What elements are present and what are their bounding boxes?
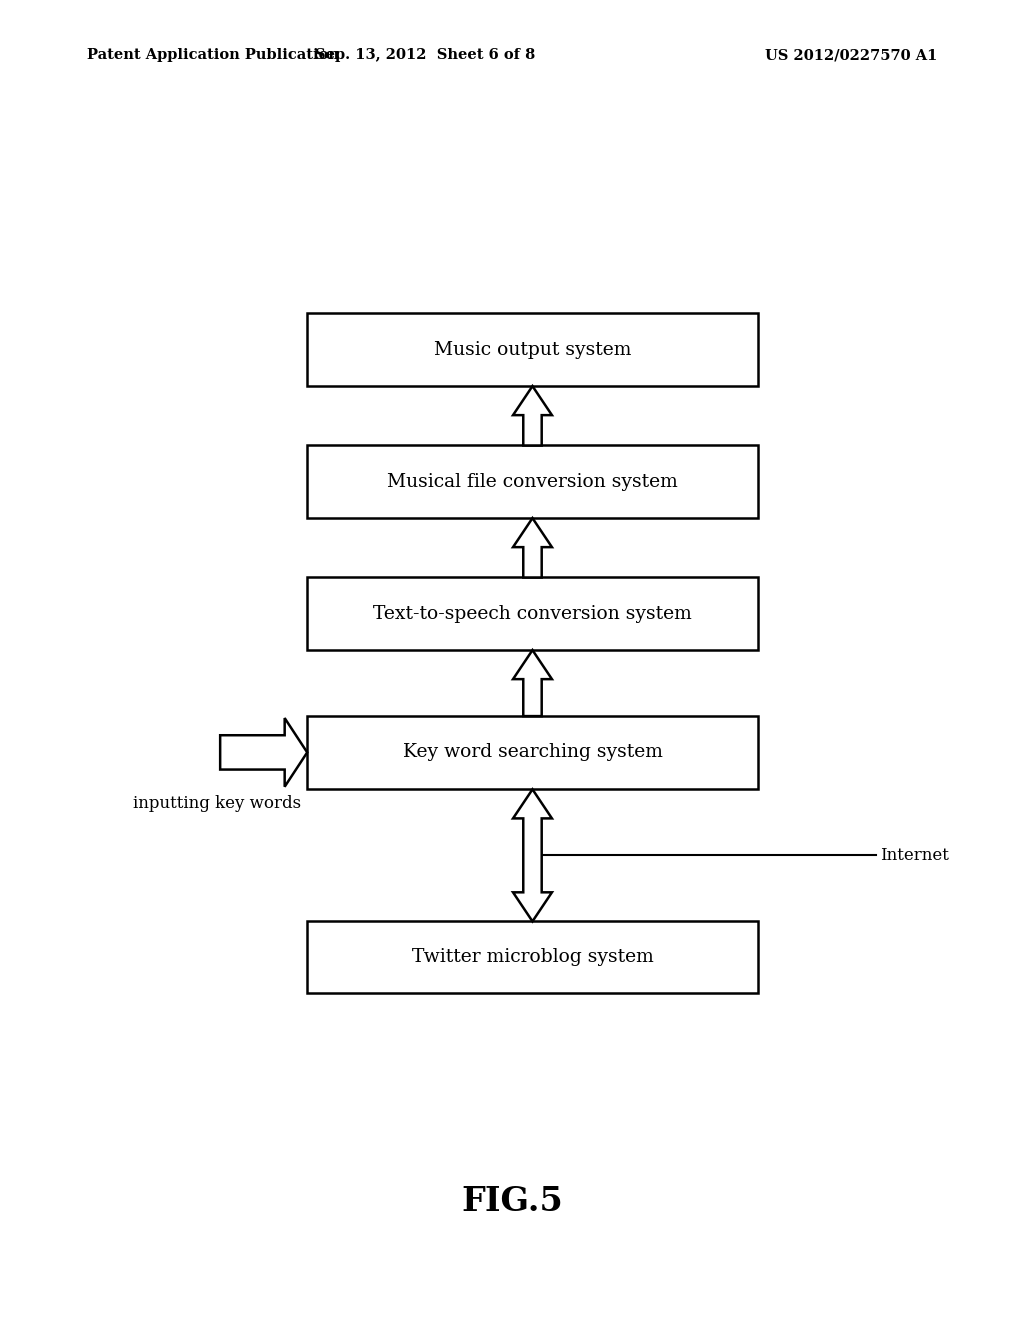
Text: Internet: Internet: [880, 847, 948, 863]
Bar: [307, 314, 758, 385]
Text: US 2012/0227570 A1: US 2012/0227570 A1: [765, 49, 937, 62]
Polygon shape: [513, 789, 552, 921]
Text: inputting key words: inputting key words: [133, 795, 301, 812]
Bar: [307, 445, 758, 517]
Text: FIG.5: FIG.5: [461, 1185, 563, 1217]
Text: Twitter microblog system: Twitter microblog system: [412, 948, 653, 966]
Polygon shape: [513, 651, 552, 715]
Bar: [307, 715, 758, 789]
Polygon shape: [513, 517, 552, 578]
Text: Music output system: Music output system: [434, 341, 631, 359]
Text: Key word searching system: Key word searching system: [402, 743, 663, 762]
Bar: [307, 577, 758, 649]
Text: Text-to-speech conversion system: Text-to-speech conversion system: [373, 605, 692, 623]
Polygon shape: [220, 718, 307, 787]
Bar: [307, 921, 758, 993]
Text: Sep. 13, 2012  Sheet 6 of 8: Sep. 13, 2012 Sheet 6 of 8: [314, 49, 536, 62]
Polygon shape: [513, 385, 552, 446]
Text: Patent Application Publication: Patent Application Publication: [87, 49, 339, 62]
Text: Musical file conversion system: Musical file conversion system: [387, 473, 678, 491]
